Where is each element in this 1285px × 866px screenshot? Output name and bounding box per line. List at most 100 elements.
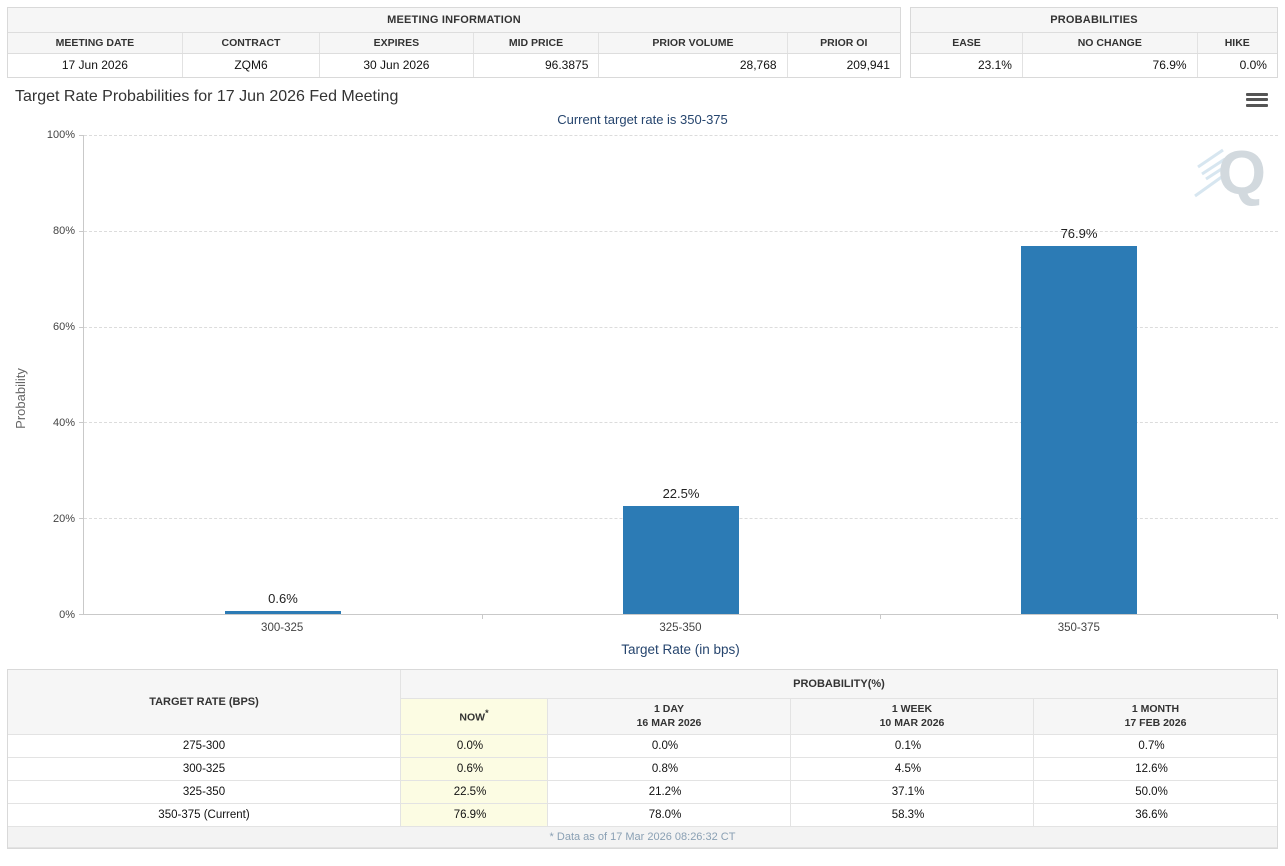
now-label: NOW (459, 711, 486, 724)
x-tick-mark (1277, 614, 1278, 619)
col-header-meeting-date: MEETING DATE (8, 33, 183, 53)
meeting-information-title: MEETING INFORMATION (8, 8, 900, 33)
now-probability-cell: 0.6% (401, 758, 548, 781)
day-probability-cell: 0.0% (548, 735, 791, 758)
plot-wrap: 100% 80% 60% 40% 20% 0% (33, 129, 1278, 621)
hike-value: 0.0% (1239, 58, 1267, 72)
week-probability-cell: 4.5% (791, 758, 1034, 781)
bar-350-375[interactable] (1021, 245, 1137, 614)
week-probability-cell: 0.1% (791, 735, 1034, 758)
month-probability-cell: 0.7% (1034, 735, 1277, 758)
col-header-now: NOW* (401, 699, 548, 735)
period-label: 1 WEEK (891, 702, 933, 715)
meeting-info-header-row: MEETING DATE CONTRACT EXPIRES MID PRICE … (8, 33, 900, 54)
y-tick-mark (79, 422, 84, 424)
x-axis-labels: 300-325 325-350 350-375 (83, 615, 1278, 634)
q-letter-watermark: Q (1217, 139, 1266, 208)
now-probability-cell: 22.5% (401, 781, 548, 804)
col-header-1-day: 1 DAY 16 MAR 2026 (548, 699, 791, 735)
y-axis-title-text: Probability (12, 367, 28, 429)
y-tick-label: 20% (52, 513, 75, 525)
top-info-row: MEETING INFORMATION MEETING DATE CONTRAC… (7, 7, 1278, 78)
y-tick-mark (79, 135, 84, 136)
bar-value-label: 76.9% (1060, 225, 1098, 241)
meeting-date-value: 17 Jun 2026 (8, 54, 183, 77)
bar-column-300-325: 0.6% (84, 135, 482, 614)
quikstrike-flag-icon (1193, 148, 1226, 198)
day-probability-cell: 0.8% (548, 758, 791, 781)
x-tick-label: 350-375 (1057, 622, 1100, 634)
target-rate-cell: 350-375 (Current) (8, 804, 401, 827)
probability-chart: Target Rate Probabilities for 17 Jun 202… (7, 86, 1278, 661)
now-probability-cell: 76.9% (401, 804, 548, 827)
week-probability-cell: 37.1% (791, 781, 1034, 804)
bar-325-350[interactable] (623, 506, 739, 614)
x-tick-mark (880, 614, 881, 619)
x-tick-label: 300-325 (261, 622, 304, 634)
col-header-mid-price: MID PRICE (474, 33, 600, 53)
x-tick-label: 325-350 (659, 622, 702, 634)
no-change-value: 76.9% (1023, 54, 1198, 77)
col-header-prior-oi: PRIOR OI (820, 37, 868, 49)
prior-volume-value: 28,768 (599, 54, 788, 77)
mid-price-value: 96.3875 (474, 54, 600, 77)
target-rate-cell: 275-300 (8, 735, 401, 758)
bar-value-label: 0.6% (268, 591, 298, 607)
y-axis-title: Probability (7, 135, 33, 661)
period-label: 1 MONTH (1131, 702, 1180, 715)
bar-column-325-350: 22.5% (482, 135, 880, 614)
y-tick-mark (79, 326, 84, 328)
bar-300-325[interactable] (225, 611, 341, 614)
period-date: 17 FEB 2026 (1124, 716, 1187, 729)
period-label: 1 DAY (654, 702, 684, 715)
y-tick-label: 80% (52, 225, 75, 237)
probabilities-title: PROBABILITIES (911, 8, 1277, 33)
probability-group-header: PROBABILITY(%) (401, 670, 1277, 699)
ease-value: 23.1% (911, 54, 1023, 77)
y-axis-labels: 100% 80% 60% 40% 20% 0% (33, 129, 83, 621)
plot-column: 100% 80% 60% 40% 20% 0% (33, 129, 1278, 661)
now-probability-cell: 0.0% (401, 735, 548, 758)
probabilities-header-row: EASE NO CHANGE HIKE (911, 33, 1277, 54)
meeting-information-panel: MEETING INFORMATION MEETING DATE CONTRAC… (7, 7, 901, 78)
x-tick-mark (481, 614, 483, 619)
data-as-of-footnote: * Data as of 17 Mar 2026 08:26:32 CT (8, 827, 1277, 848)
col-header-no-change: NO CHANGE (1023, 33, 1198, 53)
y-tick-mark (79, 230, 84, 232)
bar-column-350-375: 76.9% (880, 135, 1278, 614)
hamburger-menu-icon[interactable] (1246, 88, 1268, 111)
contract-value: ZQM6 (183, 54, 321, 77)
x-axis-title: Target Rate (in bps) (621, 642, 740, 657)
period-date: 16 MAR 2026 (636, 716, 702, 729)
quikstrike-logo-watermark: Q (1192, 143, 1266, 205)
now-asterisk: * (485, 707, 489, 718)
col-header-prior-volume: PRIOR VOLUME (599, 33, 788, 53)
y-tick-label: 0% (59, 609, 75, 621)
bar-value-label: 22.5% (662, 486, 700, 502)
rate-column-header: TARGET RATE (BPS) (8, 670, 401, 735)
chart-subtitle: Current target rate is 350-375 (557, 112, 728, 127)
expires-value: 30 Jun 2026 (320, 54, 474, 77)
col-header-expires: EXPIRES (320, 33, 474, 53)
col-header-ease: EASE (911, 33, 1023, 53)
target-rate-cell: 300-325 (8, 758, 401, 781)
week-probability-cell: 58.3% (791, 804, 1034, 827)
gridline (84, 422, 1278, 424)
col-header-hike: HIKE (1224, 37, 1250, 49)
month-probability-cell: 36.6% (1034, 804, 1277, 827)
probability-history-table: TARGET RATE (BPS) PROBABILITY(%) NOW* 1 … (7, 669, 1278, 849)
month-probability-cell: 12.6% (1034, 758, 1277, 781)
col-header-1-month: 1 MONTH 17 FEB 2026 (1034, 699, 1277, 735)
col-header-1-week: 1 WEEK 10 MAR 2026 (791, 699, 1034, 735)
day-probability-cell: 78.0% (548, 804, 791, 827)
target-rate-cell: 325-350 (8, 781, 401, 804)
chart-header: Target Rate Probabilities for 17 Jun 202… (7, 86, 1278, 111)
col-header-contract: CONTRACT (183, 33, 321, 53)
gridline (84, 230, 1278, 232)
gridline (84, 326, 1278, 328)
gridline (84, 135, 1278, 136)
day-probability-cell: 21.2% (548, 781, 791, 804)
y-tick-label: 40% (52, 417, 75, 429)
probabilities-panel: PROBABILITIES EASE NO CHANGE HIKE 23.1% … (910, 7, 1278, 78)
